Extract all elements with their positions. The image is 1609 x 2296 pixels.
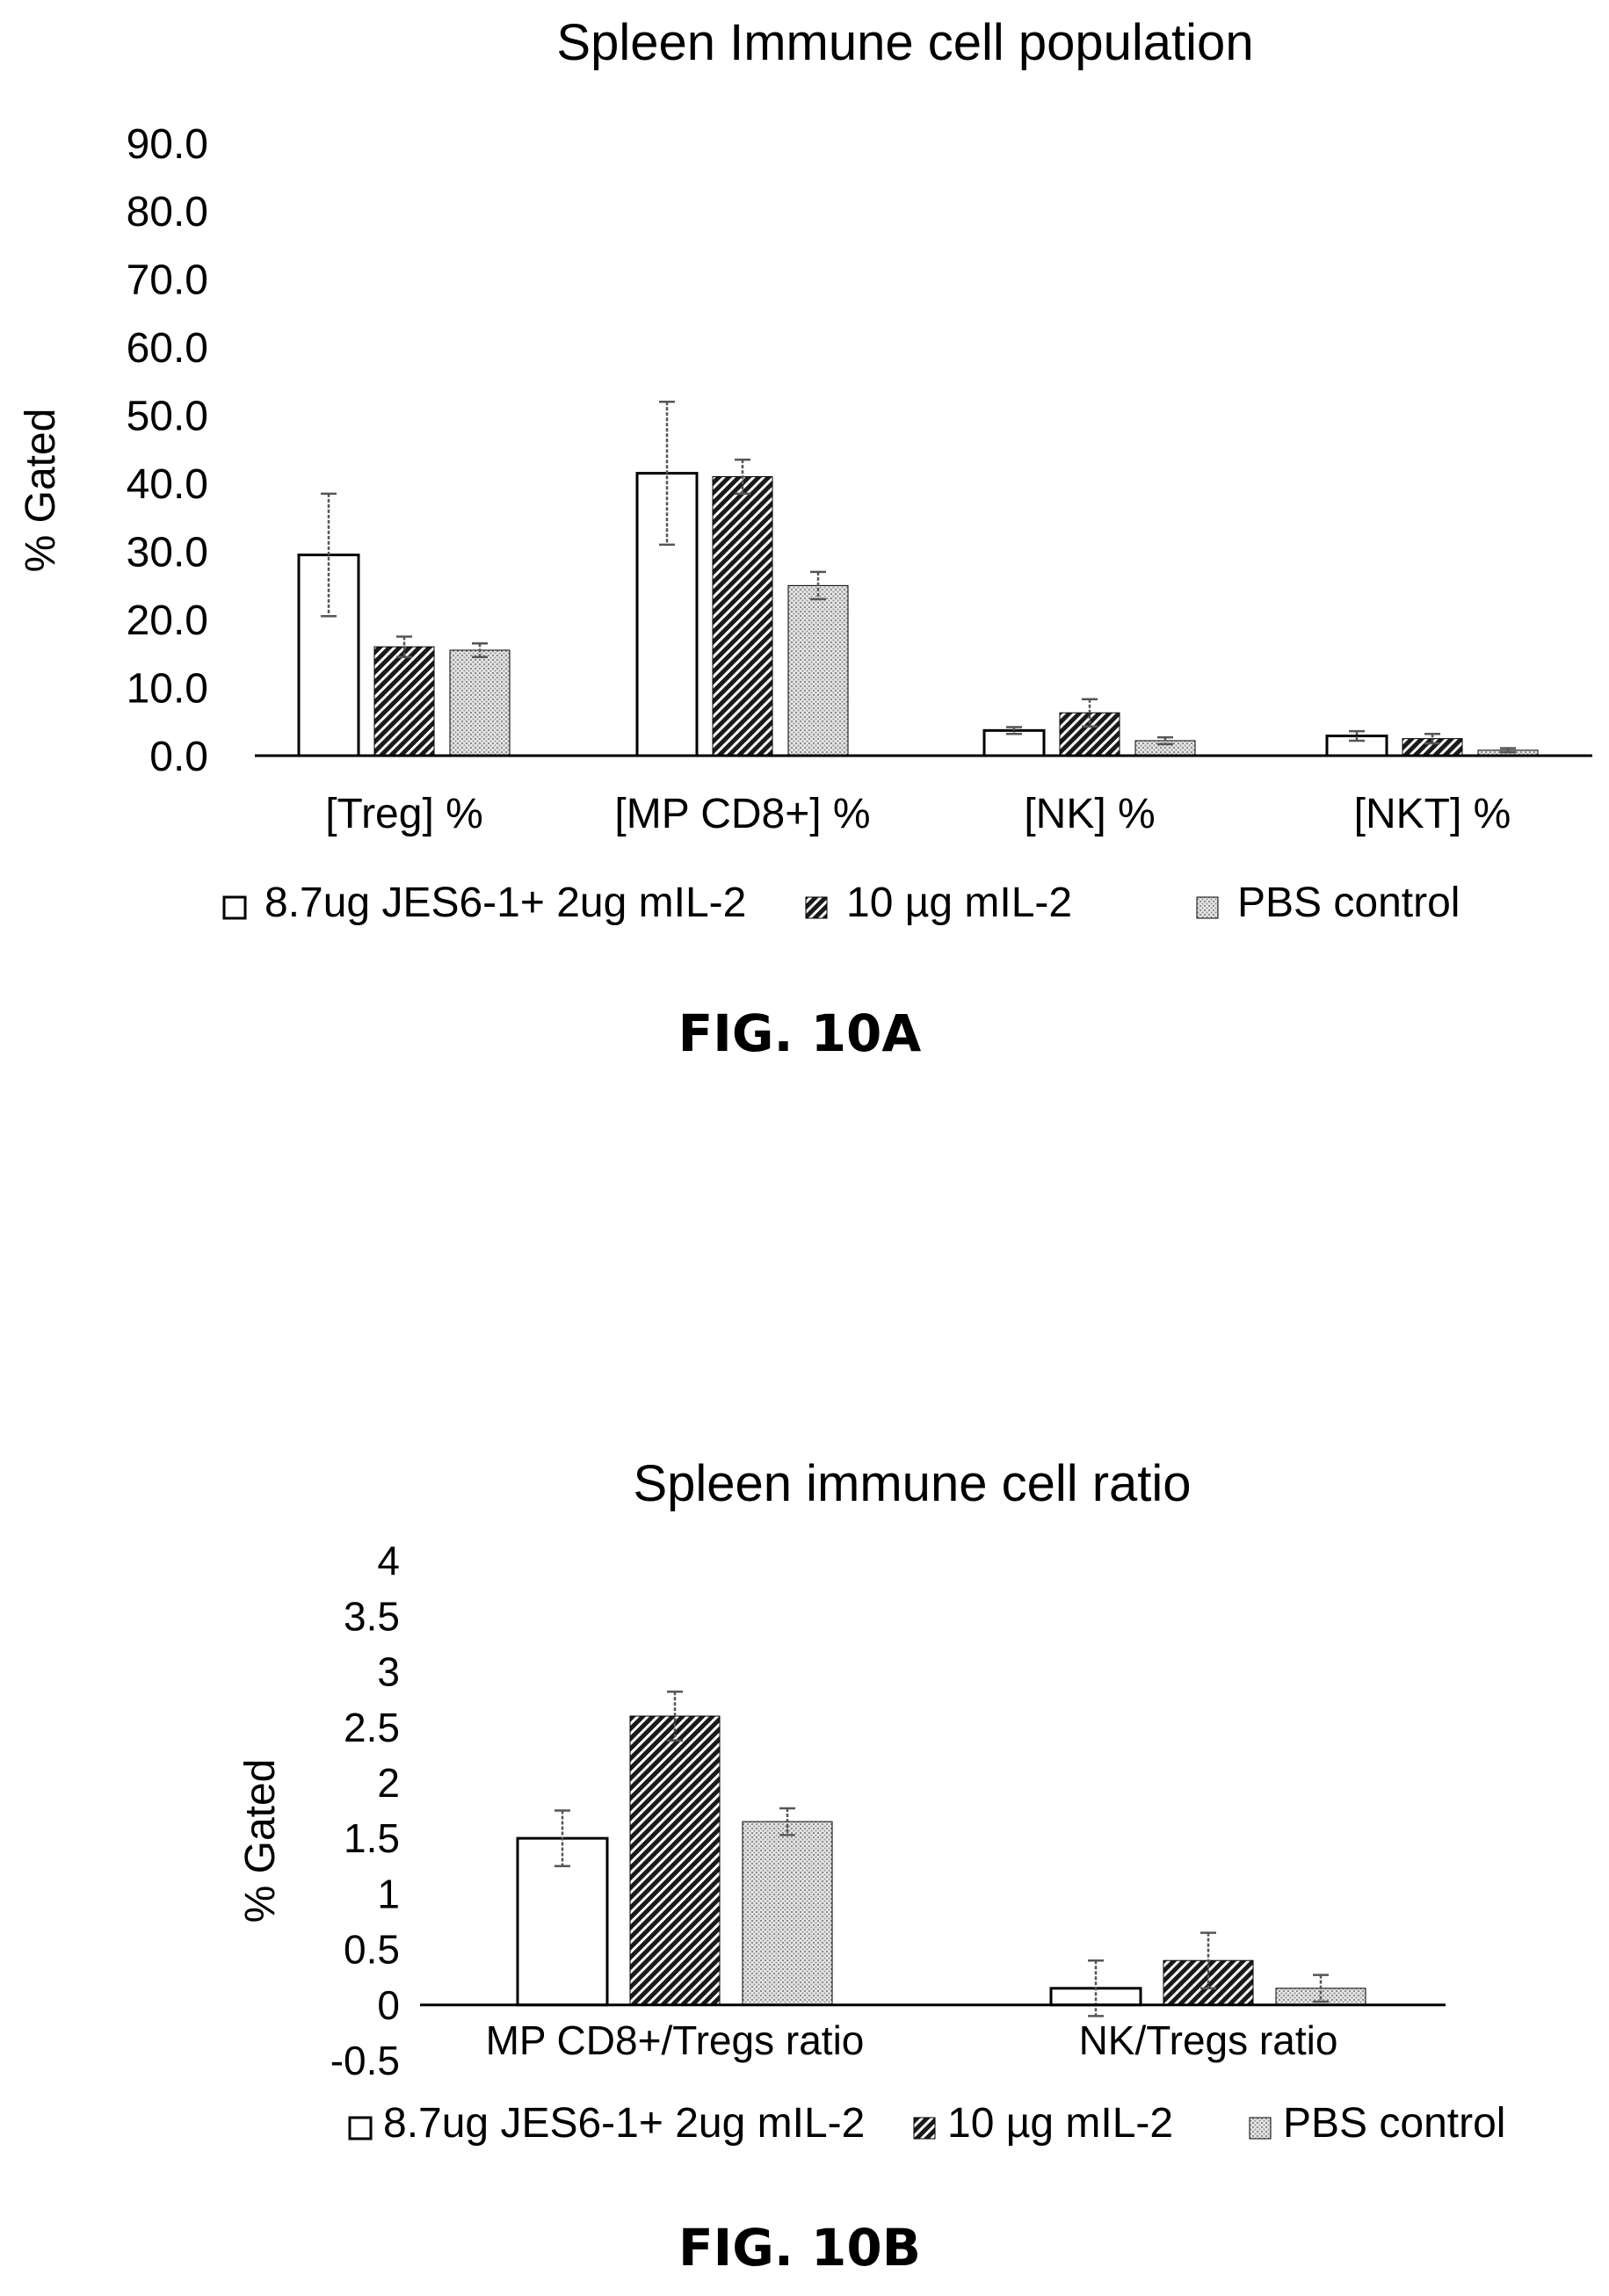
- chart-a-bars: [297, 472, 1539, 757]
- a-bar: [787, 584, 849, 757]
- b-y-tick-label: 3: [377, 1649, 400, 1695]
- b-legend-label: PBS control: [1283, 2100, 1505, 2147]
- a-legend-label: PBS control: [1237, 880, 1460, 926]
- b-legend-label: 8.7ug JES6-1+ 2ug mIL-2: [383, 2100, 865, 2147]
- a-y-tick-label: 60.0: [127, 325, 208, 372]
- chart-b-legend: 8.7ug JES6-1+ 2ug mIL-2 10 µg mIL-2 PBS co…: [348, 2100, 1505, 2147]
- figure-a-label: FIG. 10A: [678, 1003, 922, 1063]
- a-legend-swatch: [222, 895, 247, 920]
- chart-b-y-ticks: -0.5 0 0.5 1 1.5 2 2.5 3 3.5 4: [330, 1538, 400, 2083]
- b-bar: [742, 1821, 833, 2006]
- a-x-tick-label: [MP CD8+] %: [614, 791, 870, 837]
- chart-b: Spleen immune cell ratio % Gated -0.5 0 0.…: [237, 1455, 1505, 2147]
- a-legend-label: 10 µg mIL-2: [846, 880, 1072, 926]
- b-y-tick-label: 0: [377, 1982, 400, 2028]
- chart-b-y-axis-label: % Gated: [237, 1759, 284, 1923]
- b-y-tick-label: 0.5: [344, 1927, 400, 1973]
- a-bar: [449, 649, 511, 757]
- b-legend-swatch: [1249, 2117, 1272, 2140]
- b-x-tick-label: NK/Tregs ratio: [1079, 2017, 1338, 2063]
- b-y-tick-label: 1: [377, 1871, 400, 1916]
- a-y-tick-label: 0.0: [149, 734, 208, 780]
- b-bar: [629, 1715, 721, 2006]
- b-y-tick-label: 4: [377, 1538, 400, 1583]
- a-x-tick-label: [NKT] %: [1354, 791, 1511, 837]
- a-y-tick-label: 40.0: [127, 461, 208, 508]
- chart-b-bars: [516, 1715, 1366, 2007]
- a-y-tick-label: 80.0: [127, 189, 208, 235]
- a-bar: [1059, 712, 1120, 757]
- chart-b-title: Spleen immune cell ratio: [633, 1455, 1191, 1512]
- chart-a-error-bars: [321, 401, 1516, 754]
- a-bar: [712, 475, 773, 757]
- b-legend-label: 10 µg mIL-2: [947, 2100, 1173, 2147]
- chart-a-y-ticks: 0.0 10.0 20.0 30.0 40.0 50.0 60.0 70.0 80.0 90.0: [127, 121, 208, 780]
- a-y-tick-label: 70.0: [127, 257, 208, 304]
- b-y-tick-label: 1.5: [344, 1815, 400, 1861]
- a-y-tick-label: 50.0: [127, 394, 208, 440]
- a-y-tick-label: 20.0: [127, 598, 208, 644]
- chart-a: Spleen Immune cell population % Gated 0.…: [18, 14, 1592, 926]
- a-y-tick-label: 90.0: [127, 121, 208, 168]
- b-legend-swatch: [913, 2117, 936, 2140]
- b-x-tick-label: MP CD8+/Tregs ratio: [486, 2017, 865, 2063]
- b-y-tick-label: 3.5: [344, 1593, 400, 1639]
- chart-a-title: Spleen Immune cell population: [556, 14, 1253, 71]
- a-y-tick-label: 10.0: [127, 665, 208, 712]
- chart-b-x-ticks: MP CD8+/Tregs ratio NK/Tregs ratio: [486, 2017, 1338, 2063]
- chart-b-error-bars: [554, 1690, 1329, 2017]
- a-legend-swatch: [1196, 896, 1219, 919]
- b-legend-swatch: [348, 2116, 373, 2140]
- b-y-tick-label: 2.5: [344, 1705, 400, 1750]
- chart-a-y-axis-label: % Gated: [18, 409, 64, 573]
- b-y-tick-label: 2: [377, 1760, 400, 1806]
- figure-b-label: FIG. 10B: [678, 2218, 921, 2278]
- a-bar: [297, 554, 360, 757]
- a-y-tick-label: 30.0: [127, 529, 208, 576]
- b-y-tick-label: -0.5: [330, 2038, 400, 2083]
- a-x-tick-label: [NK] %: [1024, 791, 1155, 837]
- chart-a-x-ticks: [Treg] % [MP CD8+] % [NK] % [NKT] %: [325, 791, 1511, 837]
- b-bar: [1049, 1987, 1142, 2007]
- a-x-tick-label: [Treg] %: [325, 791, 483, 837]
- chart-a-legend: 8.7ug JES6-1+ 2ug mIL-2 10 µg mIL-2 PBS co…: [222, 880, 1460, 926]
- a-bar: [373, 646, 435, 757]
- a-legend-label: 8.7ug JES6-1+ 2ug mIL-2: [265, 880, 746, 926]
- a-legend-swatch: [805, 896, 828, 919]
